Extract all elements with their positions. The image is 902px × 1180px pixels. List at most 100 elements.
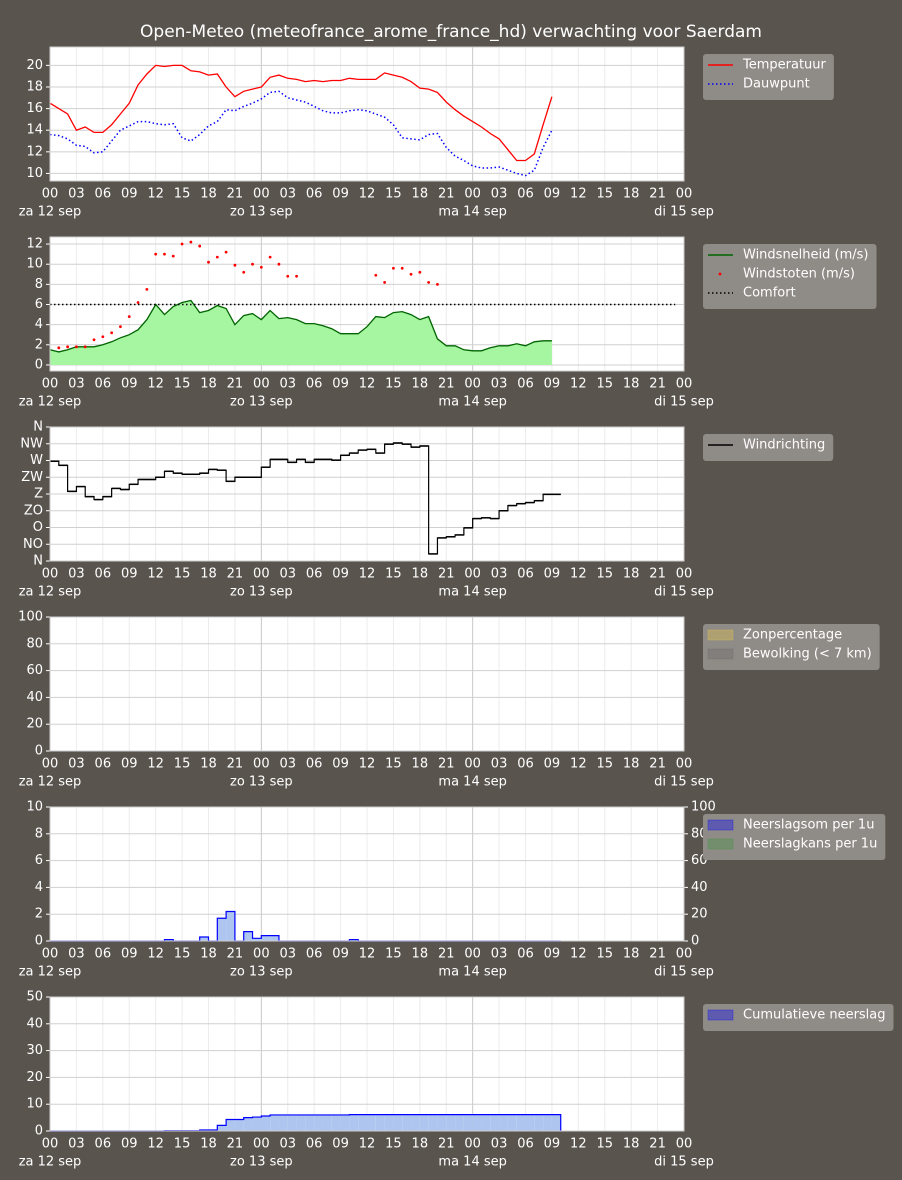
- x-tick-label: 03: [279, 1137, 296, 1152]
- x-tick-label: 12: [570, 947, 587, 962]
- y-tick-label: N: [33, 554, 43, 569]
- x-tick-label: 03: [68, 757, 85, 772]
- y-tick-label: 10: [26, 800, 43, 815]
- x-tick-label: 18: [200, 377, 217, 392]
- bar: [411, 1114, 420, 1131]
- x-tick-label: 15: [596, 947, 613, 962]
- y-tick-label: W: [30, 453, 43, 468]
- data-point: [189, 240, 193, 244]
- x-tick-label: 15: [385, 187, 402, 202]
- x-day-label: ma 14 sep: [438, 965, 506, 980]
- bar: [534, 1114, 544, 1131]
- data-point: [418, 270, 422, 274]
- bar: [252, 1117, 262, 1131]
- bar: [305, 1114, 315, 1131]
- x-tick-label: 06: [306, 947, 323, 962]
- y2-tick-label: 20: [691, 907, 708, 922]
- legend-label: Windrichting: [743, 438, 825, 453]
- legend-label: Bewolking (< 7 km): [743, 647, 872, 662]
- y-tick-label: 12: [26, 237, 43, 252]
- x-tick-label: 12: [147, 567, 164, 582]
- y-tick-label: 18: [26, 79, 43, 94]
- x-tick-label: 12: [147, 187, 164, 202]
- x-day-label: zo 13 sep: [230, 395, 293, 410]
- legend-label: Cumulatieve neerslag: [743, 1008, 886, 1023]
- x-tick-label: 09: [544, 377, 561, 392]
- bar: [243, 1117, 253, 1131]
- y-tick-label: 4: [35, 317, 43, 332]
- x-tick-label: 12: [359, 187, 376, 202]
- plot-frame: [49, 426, 685, 562]
- bar: [261, 935, 271, 941]
- x-tick-label: 18: [623, 567, 640, 582]
- x-tick-label: 06: [517, 1137, 534, 1152]
- x-tick-label: 03: [491, 187, 508, 202]
- bar: [367, 1114, 376, 1131]
- data-point: [66, 345, 70, 349]
- y2-tick-label: 100: [691, 800, 716, 815]
- x-tick-label: 12: [359, 377, 376, 392]
- bar: [217, 1125, 227, 1131]
- legend: Neerslagsom per 1u Neerslagkans per 1u: [703, 814, 886, 860]
- legend-label: Windsnelheid (m/s): [743, 248, 869, 263]
- y-tick-label: 20: [26, 58, 43, 73]
- data-point: [242, 270, 246, 274]
- x-tick-label: 15: [385, 567, 402, 582]
- y-tick-label: 0: [35, 1124, 43, 1139]
- x-tick-label: 12: [147, 757, 164, 772]
- legend: Windsnelheid (m/s) Windstoten (m/s) Comfor…: [703, 244, 877, 309]
- data-point: [409, 272, 413, 276]
- data-point: [383, 280, 387, 284]
- x-day-label: ma 14 sep: [438, 395, 506, 410]
- bar: [270, 1114, 279, 1131]
- x-tick-label: 00: [464, 947, 481, 962]
- x-tick-label: 15: [596, 187, 613, 202]
- x-tick-label: 15: [174, 757, 191, 772]
- legend-box: [703, 244, 877, 309]
- bar: [428, 1114, 438, 1131]
- x-tick-label: 00: [253, 947, 270, 962]
- y-tick-label: 6: [35, 297, 43, 312]
- x-tick-label: 12: [570, 1137, 587, 1152]
- x-tick-label: 00: [464, 187, 481, 202]
- x-tick-label: 06: [306, 757, 323, 772]
- bar: [446, 1114, 456, 1131]
- bar: [393, 1114, 403, 1131]
- bar: [278, 1114, 288, 1131]
- legend-marker: [718, 272, 722, 276]
- legend-swatch: [707, 1009, 734, 1021]
- bar: [217, 918, 227, 941]
- legend-label: Neerslagkans per 1u: [743, 837, 877, 852]
- chart-title: Open-Meteo (meteofrance_arome_france_hd)…: [140, 22, 762, 42]
- x-tick-label: 18: [200, 757, 217, 772]
- x-day-label: zo 13 sep: [230, 205, 293, 220]
- data-point: [127, 315, 131, 318]
- bar: [525, 1114, 535, 1131]
- x-tick-label: 21: [649, 567, 666, 582]
- x-tick-label: 12: [147, 377, 164, 392]
- x-day-label: zo 13 sep: [230, 585, 293, 600]
- y-tick-label: NO: [23, 537, 43, 552]
- x-day-label: di 15 sep: [654, 395, 714, 410]
- data-point: [233, 263, 237, 267]
- data-point: [163, 252, 166, 256]
- x-tick-label: 03: [68, 947, 85, 962]
- plot-frame: [49, 616, 685, 752]
- x-tick-label: 18: [412, 187, 429, 202]
- data-point: [224, 250, 228, 254]
- bar: [551, 1114, 561, 1131]
- x-day-label: za 12 sep: [19, 775, 82, 790]
- bar: [331, 1114, 341, 1131]
- x-tick-label: 15: [385, 757, 402, 772]
- x-tick-label: 18: [200, 187, 217, 202]
- x-tick-label: 18: [412, 377, 429, 392]
- legend-label: Windstoten (m/s): [743, 267, 855, 282]
- y-tick-label: 0: [35, 744, 43, 759]
- y-tick-label: 20: [26, 1070, 43, 1085]
- x-tick-label: 06: [95, 947, 112, 962]
- data-point: [198, 244, 202, 248]
- x-tick-label: 18: [623, 377, 640, 392]
- y-tick-label: Z: [34, 487, 43, 502]
- x-tick-label: 00: [676, 567, 693, 582]
- legend-label: Neerslagsom per 1u: [743, 818, 874, 833]
